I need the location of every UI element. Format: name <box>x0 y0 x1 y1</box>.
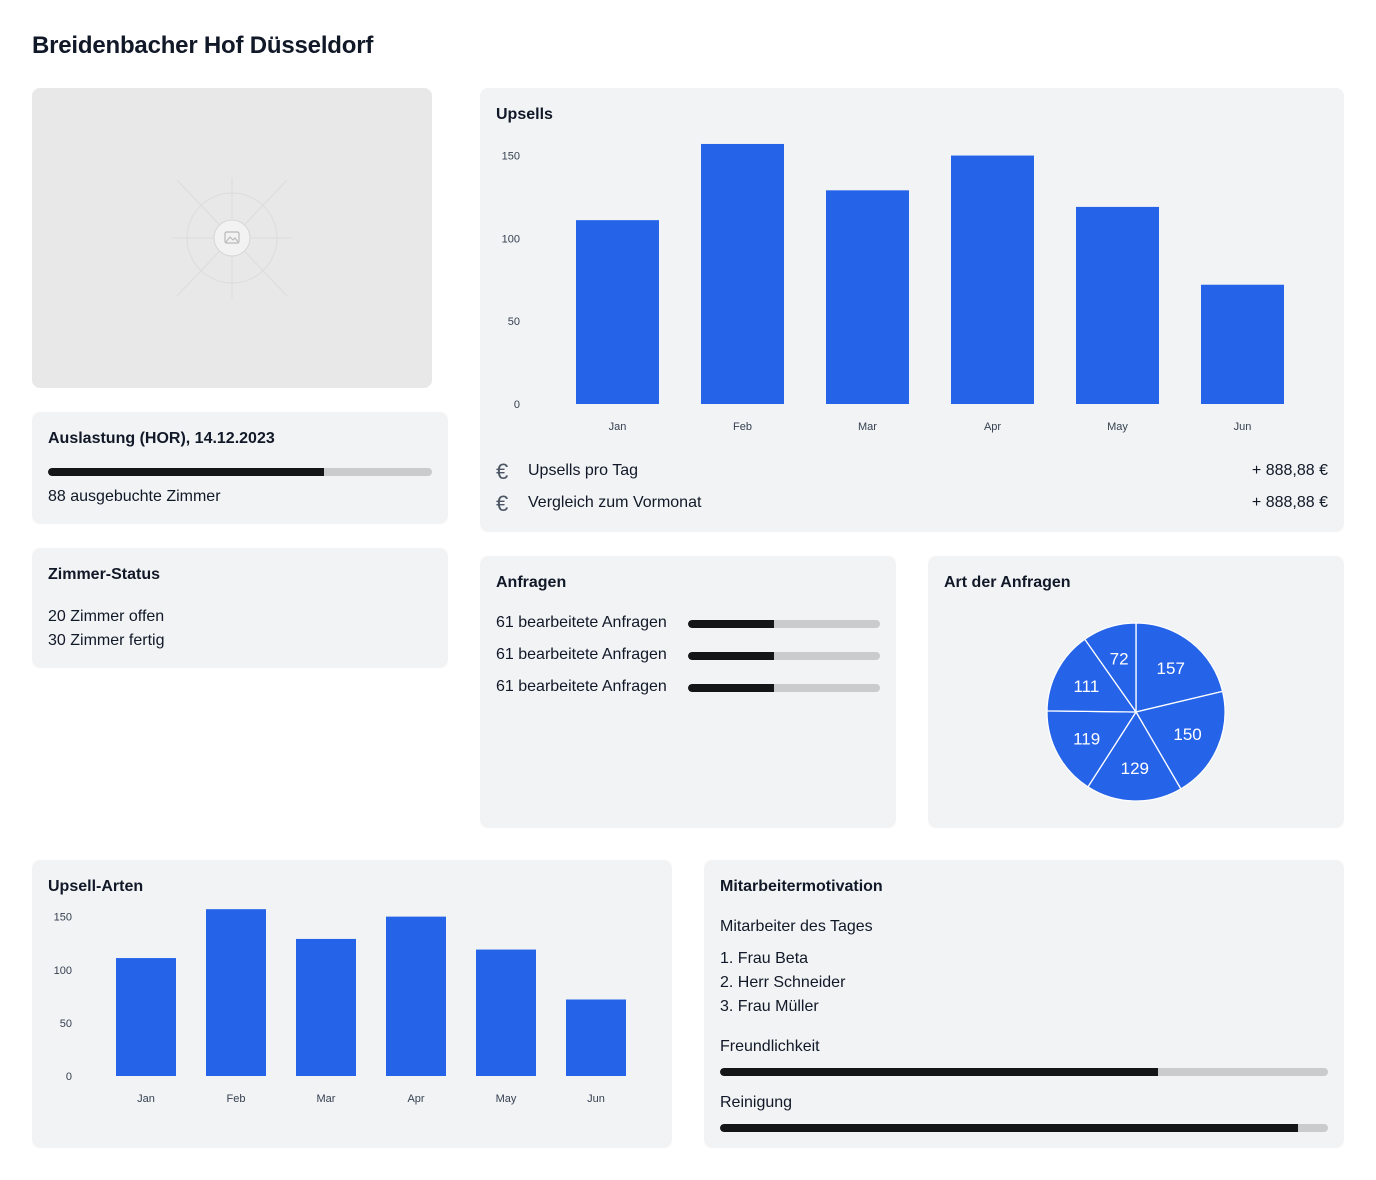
request-row: 61 bearbeitete Anfragen <box>496 678 880 698</box>
pie-slice <box>1135 622 1224 713</box>
page-title: Breidenbacher Hof Düsseldorf <box>32 32 374 59</box>
x-tick-label: Mar <box>858 421 877 433</box>
y-tick-label: 100 <box>54 965 72 977</box>
pie-slice <box>1083 622 1137 715</box>
rooms-done-text: 30 Zimmer fertig <box>48 632 165 649</box>
y-tick-label: 50 <box>508 316 520 328</box>
request-types-card: Art der Anfragen 157 150 129 119 111 72 <box>928 556 1344 828</box>
occupancy-caption: 88 ausgebuchte Zimmer <box>48 488 221 505</box>
x-tick-label: Apr <box>407 1093 424 1105</box>
pie-slice <box>1046 638 1138 713</box>
occupancy-progress-fill <box>48 468 325 476</box>
request-progress-bar <box>688 620 880 628</box>
requests-title: Anfragen <box>496 574 567 591</box>
friendliness-progress-bar <box>720 1068 1328 1076</box>
employee-of-day-heading: Mitarbeiter des Tages <box>720 918 873 935</box>
upsells-per-day-label: Upsells pro Tag <box>528 462 638 479</box>
room-status-title: Zimmer-Status <box>48 566 161 583</box>
request-progress-bar <box>688 652 880 660</box>
upsell-types-bar-chart: 0 50 100 150 Jan Feb Mar Apr May Jun <box>54 909 626 1105</box>
request-types-pie-chart: 157 150 129 119 111 72 <box>1046 622 1226 802</box>
ranking-item: 2. Herr Schneider <box>720 974 846 991</box>
pie-slice <box>1046 710 1138 788</box>
bar-feb <box>701 143 784 404</box>
bar-jan <box>116 958 176 1076</box>
euro-icon: € <box>496 459 509 484</box>
rooms-open-text: 20 Zimmer offen <box>48 608 165 625</box>
room-status-card: Zimmer-Status 20 Zimmer offen 30 Zimmer … <box>32 548 448 668</box>
bar-mar <box>826 190 909 404</box>
x-tick-label: Jan <box>609 421 627 433</box>
ranking-item: 1. Frau Beta <box>720 950 809 967</box>
upsells-bar-chart: 0 50 100 150 Jan Feb Mar Apr May Jun <box>502 143 1284 433</box>
bar-apr <box>951 155 1034 404</box>
bar-feb <box>206 909 266 1076</box>
bar-jan <box>576 220 659 404</box>
y-tick-label: 150 <box>502 151 520 163</box>
upsell-types-card: Upsell-Arten 0 50 100 150 Jan Feb Mar Apr May Jun <box>32 860 672 1148</box>
x-tick-label: Jan <box>137 1093 155 1105</box>
upsells-prev-month-label: Vergleich zum Vormonat <box>528 494 702 511</box>
y-tick-label: 0 <box>66 1071 72 1083</box>
bar-mar <box>296 938 356 1076</box>
upsells-per-day-row: € Upsells pro Tag + 888,88 € <box>496 460 1328 484</box>
pie-slice <box>1134 690 1226 790</box>
request-label: 61 bearbeitete Anfragen <box>496 646 667 663</box>
request-row: 61 bearbeitete Anfragen <box>496 646 880 666</box>
request-progress-fill <box>688 620 775 628</box>
requests-card: Anfragen 61 bearbeitete Anfragen 61 bear… <box>480 556 896 828</box>
friendliness-progress-fill <box>720 1068 1158 1076</box>
y-tick-label: 100 <box>502 233 520 245</box>
upsells-prev-month-value: + 888,88 € <box>1251 494 1328 511</box>
x-tick-label: Mar <box>317 1093 336 1105</box>
y-tick-label: 0 <box>514 399 520 411</box>
request-progress-fill <box>688 652 775 660</box>
cleaning-progress-fill <box>720 1124 1298 1132</box>
image-icon <box>172 178 292 298</box>
cleaning-progress-bar <box>720 1124 1328 1132</box>
x-tick-label: May <box>1107 421 1128 433</box>
occupancy-card: Auslastung (HOR), 14.12.2023 88 ausgebuc… <box>32 412 448 524</box>
euro-icon: € <box>496 491 509 516</box>
motivation-card: Mitarbeitermotivation Mitarbeiter des Ta… <box>704 860 1344 1148</box>
request-label: 61 bearbeitete Anfragen <box>496 614 667 631</box>
request-label: 61 bearbeitete Anfragen <box>496 678 667 695</box>
bar-jun <box>1201 284 1284 404</box>
x-tick-label: Jun <box>587 1093 605 1105</box>
pie-slice-label: 111 <box>1073 677 1099 696</box>
upsells-prev-month-row: € Vergleich zum Vormonat + 888,88 € <box>496 492 1328 516</box>
x-tick-label: Apr <box>984 421 1001 433</box>
pie-slice <box>1087 710 1182 802</box>
request-row: 61 bearbeitete Anfragen <box>496 614 880 634</box>
y-tick-label: 50 <box>60 1018 72 1030</box>
x-tick-label: Feb <box>733 421 752 433</box>
upsells-per-day-value: + 888,88 € <box>1251 462 1328 479</box>
pie-slice-label: 129 <box>1121 759 1149 778</box>
y-tick-label: 150 <box>54 912 72 924</box>
pie-slice-label: 72 <box>1110 650 1129 669</box>
occupancy-progress-bar <box>48 468 432 476</box>
cleaning-label: Reinigung <box>720 1094 793 1111</box>
pie-slice-label: 157 <box>1157 659 1185 678</box>
bar-may <box>476 949 536 1076</box>
motivation-title: Mitarbeitermotivation <box>720 878 883 895</box>
occupancy-title: Auslastung (HOR), 14.12.2023 <box>48 430 275 447</box>
upsell-types-title: Upsell-Arten <box>48 878 144 895</box>
pie-slice-label: 150 <box>1173 725 1201 744</box>
friendliness-label: Freundlichkeit <box>720 1038 820 1055</box>
x-tick-label: Jun <box>1234 421 1252 433</box>
x-tick-label: May <box>496 1093 517 1105</box>
ranking-item: 3. Frau Müller <box>720 998 819 1015</box>
x-tick-label: Feb <box>227 1093 246 1105</box>
bar-jun <box>566 999 626 1076</box>
bar-apr <box>386 916 446 1076</box>
upsells-title: Upsells <box>496 106 553 123</box>
pie-slice-label: 119 <box>1073 730 1100 749</box>
hotel-image-placeholder <box>32 88 432 388</box>
request-types-title: Art der Anfragen <box>944 574 1071 591</box>
bar-may <box>1076 206 1159 404</box>
upsells-card: Upsells 0 50 100 150 Jan Feb Mar Apr May Jun € Up… <box>480 88 1344 532</box>
request-progress-fill <box>688 684 775 692</box>
request-progress-bar <box>688 684 880 692</box>
